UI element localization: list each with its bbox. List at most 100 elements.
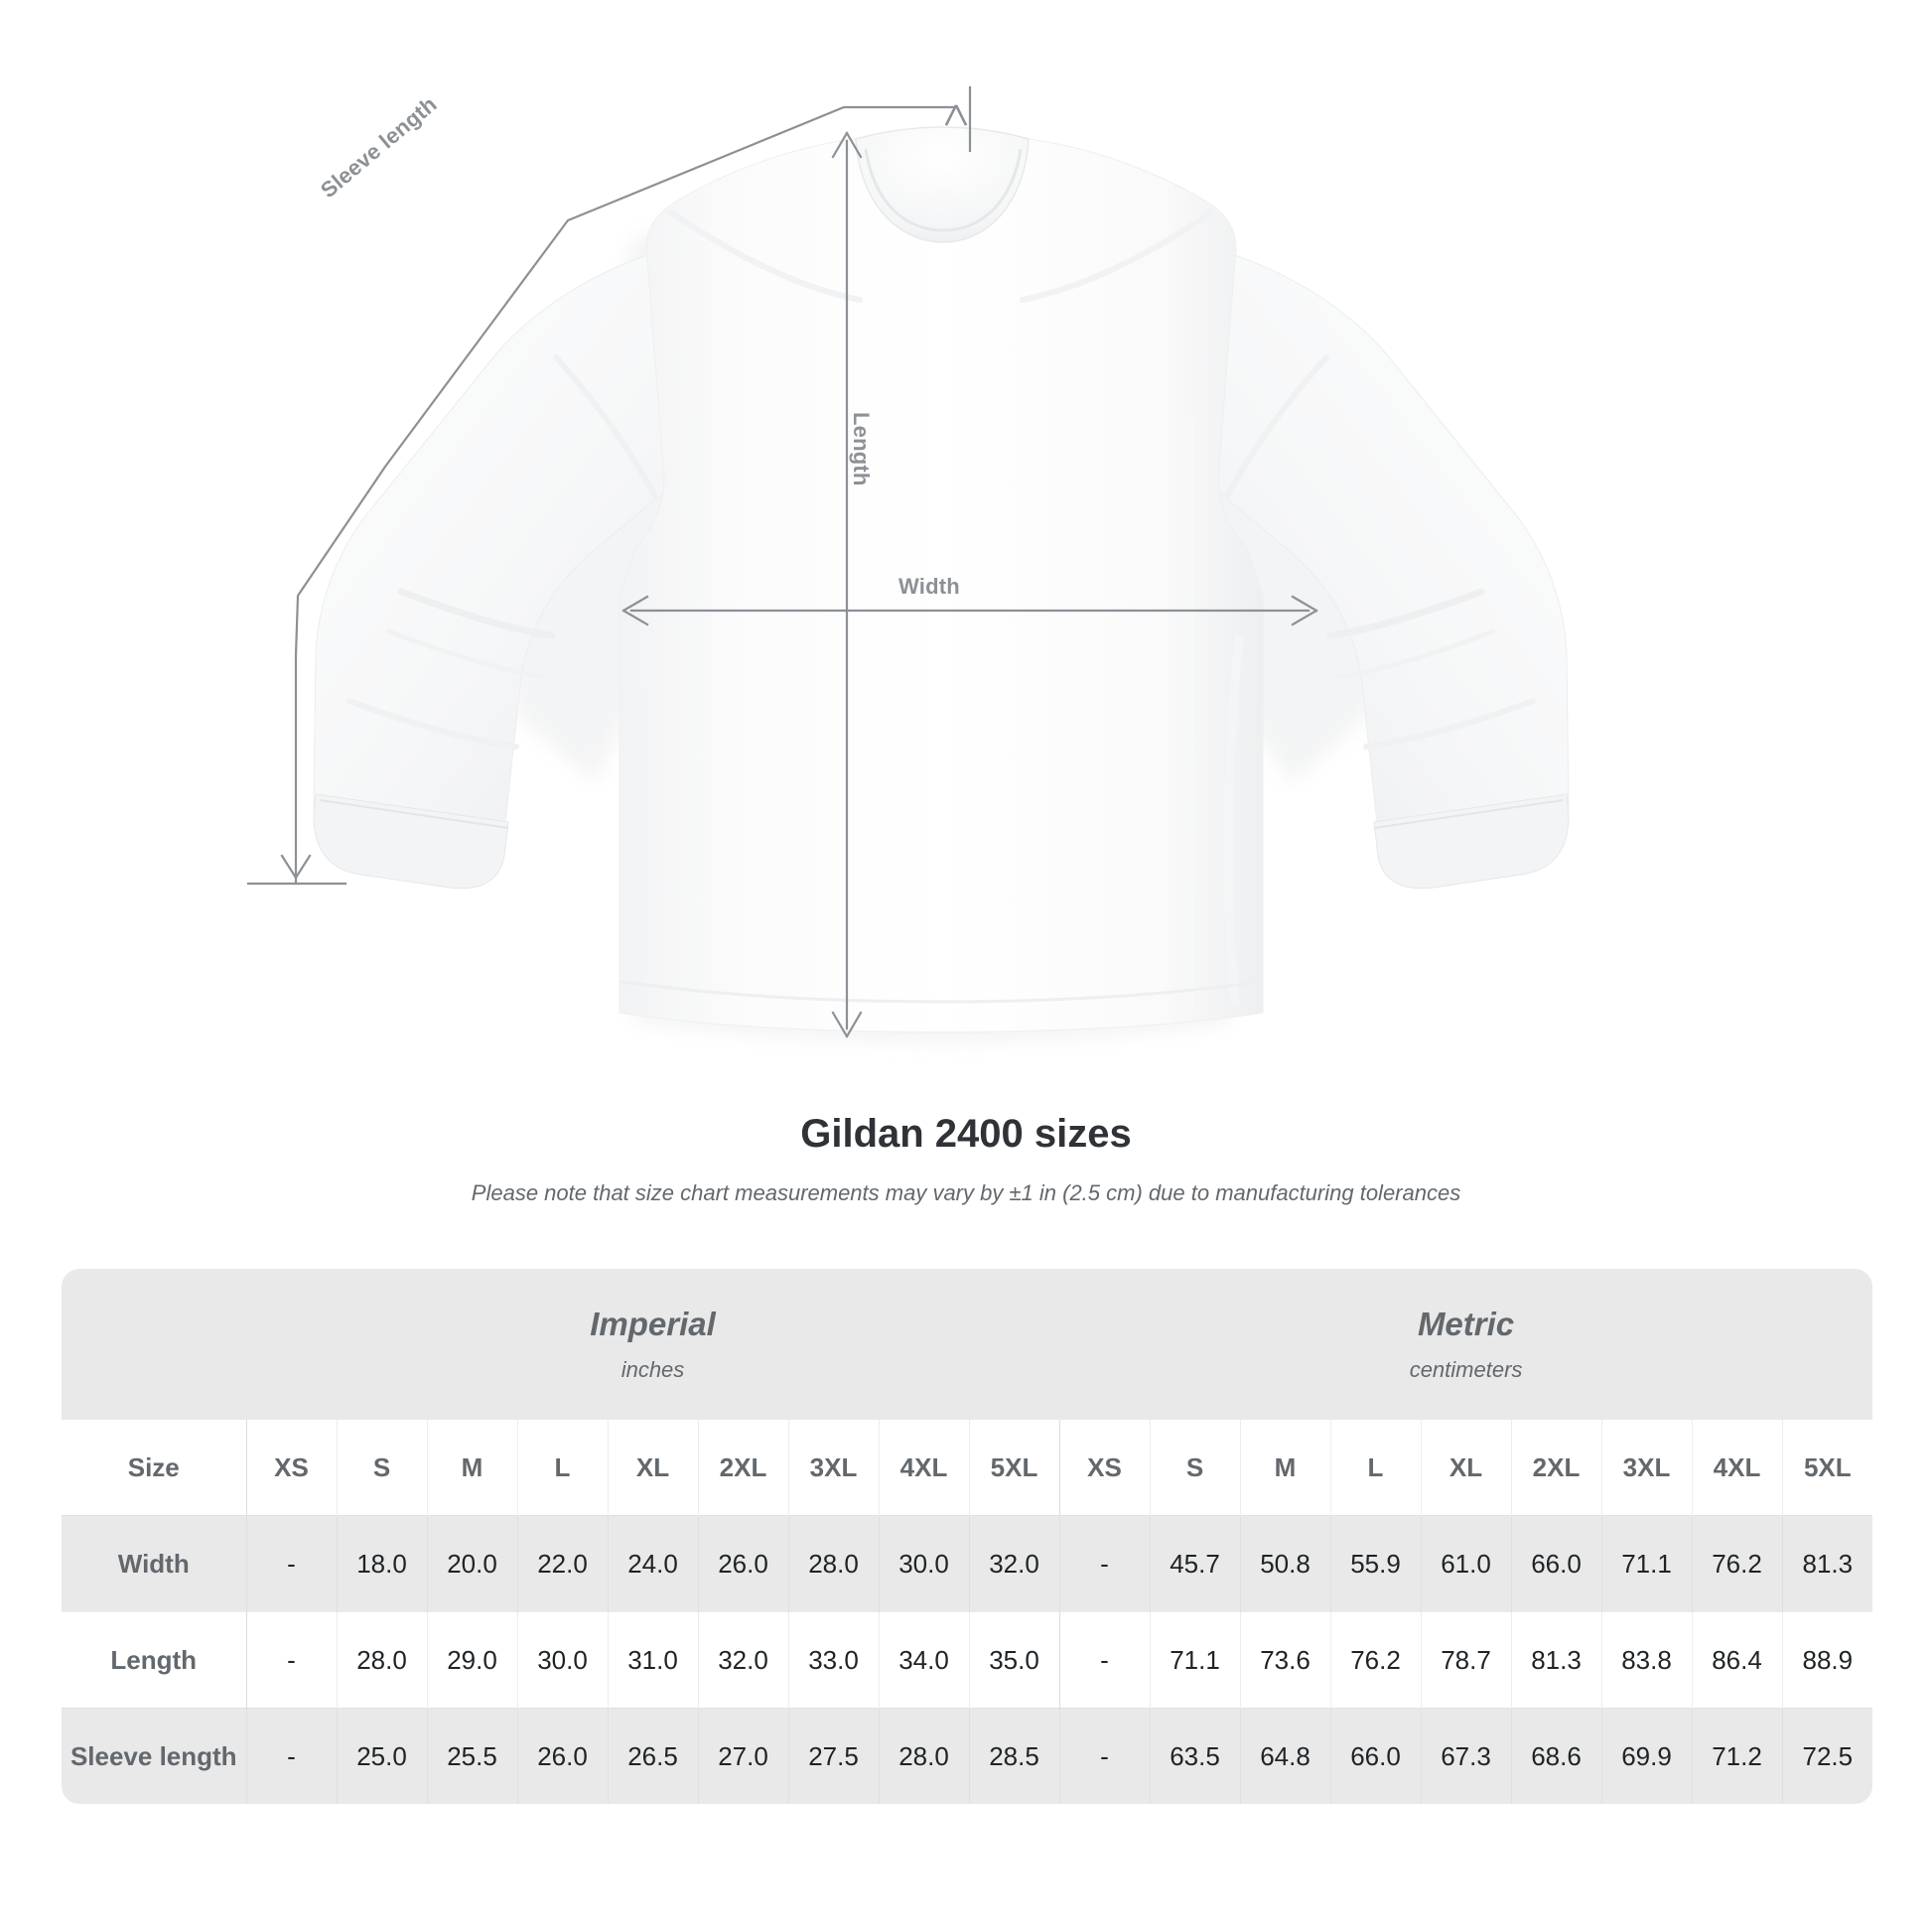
cell-width-metric-s: 45.7 <box>1149 1515 1240 1612</box>
collar <box>855 126 1030 243</box>
size-header-metric-2xl: 2XL <box>1510 1420 1601 1516</box>
size-header-metric-xl: XL <box>1420 1420 1511 1516</box>
size-chart-table: Imperial inches Metric centimeters Size XS S M L… <box>62 1269 1873 1804</box>
cell-length-imperial-l: 30.0 <box>516 1611 608 1709</box>
unit-system-name: Imperial <box>590 1306 716 1343</box>
cell-sleeve-length-imperial-xs: - <box>245 1708 337 1804</box>
size-header-label: Size <box>62 1420 246 1516</box>
cell-width-metric-l: 55.9 <box>1329 1515 1421 1612</box>
cell-length-imperial-m: 29.0 <box>426 1611 517 1709</box>
cell-length-imperial-s: 28.0 <box>336 1611 427 1709</box>
length-arrowhead-top <box>831 131 863 159</box>
length-arrowhead-bottom <box>831 1011 863 1038</box>
cell-sleeve-length-metric-s: 63.5 <box>1149 1708 1240 1804</box>
cell-length-metric-s: 71.1 <box>1149 1611 1240 1709</box>
left-sleeve <box>313 249 696 890</box>
cell-width-metric-4xl: 76.2 <box>1691 1515 1782 1612</box>
cell-width-imperial-2xl: 26.0 <box>697 1515 788 1612</box>
measurement-lines <box>246 85 1318 1038</box>
table-row: Width -18.0 20.0 22.0 24.0 26.0 28.0 30.0 32.0-4… <box>62 1515 1873 1612</box>
cell-width-metric-xs: - <box>1058 1515 1150 1612</box>
size-header-metric-s: S <box>1149 1420 1240 1516</box>
cell-length-metric-l: 76.2 <box>1329 1611 1421 1709</box>
cell-length-metric-4xl: 86.4 <box>1691 1611 1782 1709</box>
cell-sleeve-length-imperial-xl: 26.5 <box>607 1708 698 1804</box>
cell-sleeve-length-imperial-s: 25.0 <box>336 1708 427 1804</box>
cell-length-imperial-4xl: 34.0 <box>878 1611 969 1709</box>
cell-width-imperial-xl: 24.0 <box>607 1515 698 1612</box>
size-header-metric-l: L <box>1329 1420 1421 1516</box>
cell-width-metric-m: 50.8 <box>1239 1515 1330 1612</box>
size-header-metric-4xl: 4XL <box>1691 1420 1782 1516</box>
cell-sleeve-length-imperial-3xl: 27.5 <box>787 1708 879 1804</box>
cell-sleeve-length-imperial-m: 25.5 <box>426 1708 517 1804</box>
cell-width-metric-5xl: 81.3 <box>1781 1515 1873 1612</box>
unit-system-row: Imperial inches Metric centimeters <box>62 1269 1873 1420</box>
sleeve-arrowhead-bottom <box>280 854 312 880</box>
size-header-metric-m: M <box>1239 1420 1330 1516</box>
unit-system-name: Metric <box>1417 1306 1515 1343</box>
cell-sleeve-length-imperial-5xl: 28.5 <box>968 1708 1059 1804</box>
cell-length-imperial-2xl: 32.0 <box>697 1611 788 1709</box>
row-label-length: Length <box>62 1611 246 1709</box>
cell-width-imperial-m: 20.0 <box>426 1515 517 1612</box>
unit-system-header-imperial: Imperial inches <box>246 1269 1059 1420</box>
shirt-body <box>619 138 1264 1033</box>
unit-system-sublabel: inches <box>621 1357 685 1383</box>
size-header-imperial-3xl: 3XL <box>787 1420 879 1516</box>
cell-width-imperial-l: 22.0 <box>516 1515 608 1612</box>
cell-sleeve-length-imperial-l: 26.0 <box>516 1708 608 1804</box>
size-header-metric-5xl: 5XL <box>1781 1420 1873 1516</box>
cell-length-metric-m: 73.6 <box>1239 1611 1330 1709</box>
size-header-metric-xs: XS <box>1058 1420 1150 1516</box>
shirt-illustration <box>246 85 1570 1042</box>
size-chart-table-wrapper: Imperial inches Metric centimeters Size XS S M L… <box>62 1269 1873 1804</box>
cell-width-imperial-5xl: 32.0 <box>968 1515 1059 1612</box>
cell-sleeve-length-metric-5xl: 72.5 <box>1781 1708 1873 1804</box>
unit-row-spacer <box>62 1269 246 1420</box>
cell-sleeve-length-imperial-2xl: 27.0 <box>697 1708 788 1804</box>
cell-sleeve-length-metric-2xl: 68.6 <box>1510 1708 1601 1804</box>
cell-length-metric-xs: - <box>1058 1611 1150 1709</box>
width-arrowhead-right <box>1291 595 1318 626</box>
size-header-metric-3xl: 3XL <box>1600 1420 1692 1516</box>
row-label-sleeve-length: Sleeve length <box>62 1708 246 1804</box>
width-arrowhead-left <box>621 595 649 626</box>
page-title: Gildan 2400 sizes <box>800 1112 1132 1156</box>
cell-length-metric-3xl: 83.8 <box>1600 1611 1692 1709</box>
size-header-imperial-xl: XL <box>607 1420 698 1516</box>
table-row: Sleeve length -25.0 25.5 26.0 26.5 27.0 27.5 28… <box>62 1708 1873 1804</box>
cell-sleeve-length-metric-m: 64.8 <box>1239 1708 1330 1804</box>
cell-width-metric-3xl: 71.1 <box>1600 1515 1692 1612</box>
chart-heading: Gildan 2400 sizes Please note that size … <box>0 1110 1932 1208</box>
size-header-imperial-2xl: 2XL <box>697 1420 788 1516</box>
cell-width-imperial-3xl: 28.0 <box>787 1515 879 1612</box>
length-label: Length <box>849 412 874 486</box>
cell-sleeve-length-metric-4xl: 71.2 <box>1691 1708 1782 1804</box>
size-header-imperial-l: L <box>516 1420 608 1516</box>
table-row: Length -28.0 29.0 30.0 31.0 32.0 33.0 34.0 35.0-… <box>62 1611 1873 1709</box>
cell-length-metric-xl: 78.7 <box>1420 1611 1511 1709</box>
cell-width-imperial-xs: - <box>245 1515 337 1612</box>
cell-sleeve-length-metric-l: 66.0 <box>1329 1708 1421 1804</box>
cell-width-metric-2xl: 66.0 <box>1510 1515 1601 1612</box>
size-header-imperial-s: S <box>336 1420 427 1516</box>
cell-length-metric-2xl: 81.3 <box>1510 1611 1601 1709</box>
cell-sleeve-length-imperial-4xl: 28.0 <box>878 1708 969 1804</box>
cell-width-imperial-4xl: 30.0 <box>878 1515 969 1612</box>
row-label-width: Width <box>62 1515 246 1612</box>
size-header-imperial-xs: XS <box>245 1420 337 1516</box>
tolerance-note: Please note that size chart measurements… <box>471 1180 1461 1205</box>
width-label: Width <box>898 574 960 599</box>
size-header-imperial-m: M <box>426 1420 517 1516</box>
cell-length-imperial-5xl: 35.0 <box>968 1611 1059 1709</box>
cell-sleeve-length-metric-xs: - <box>1058 1708 1150 1804</box>
cell-sleeve-length-metric-3xl: 69.9 <box>1600 1708 1692 1804</box>
unit-system-header-metric: Metric centimeters <box>1059 1269 1873 1420</box>
cell-width-metric-xl: 61.0 <box>1420 1515 1511 1612</box>
right-sleeve <box>1186 249 1570 890</box>
cell-length-imperial-3xl: 33.0 <box>787 1611 879 1709</box>
size-header-imperial-5xl: 5XL <box>968 1420 1059 1516</box>
cell-length-metric-5xl: 88.9 <box>1781 1611 1873 1709</box>
garment-diagram: Sleeve length Length Width <box>246 85 1570 1042</box>
